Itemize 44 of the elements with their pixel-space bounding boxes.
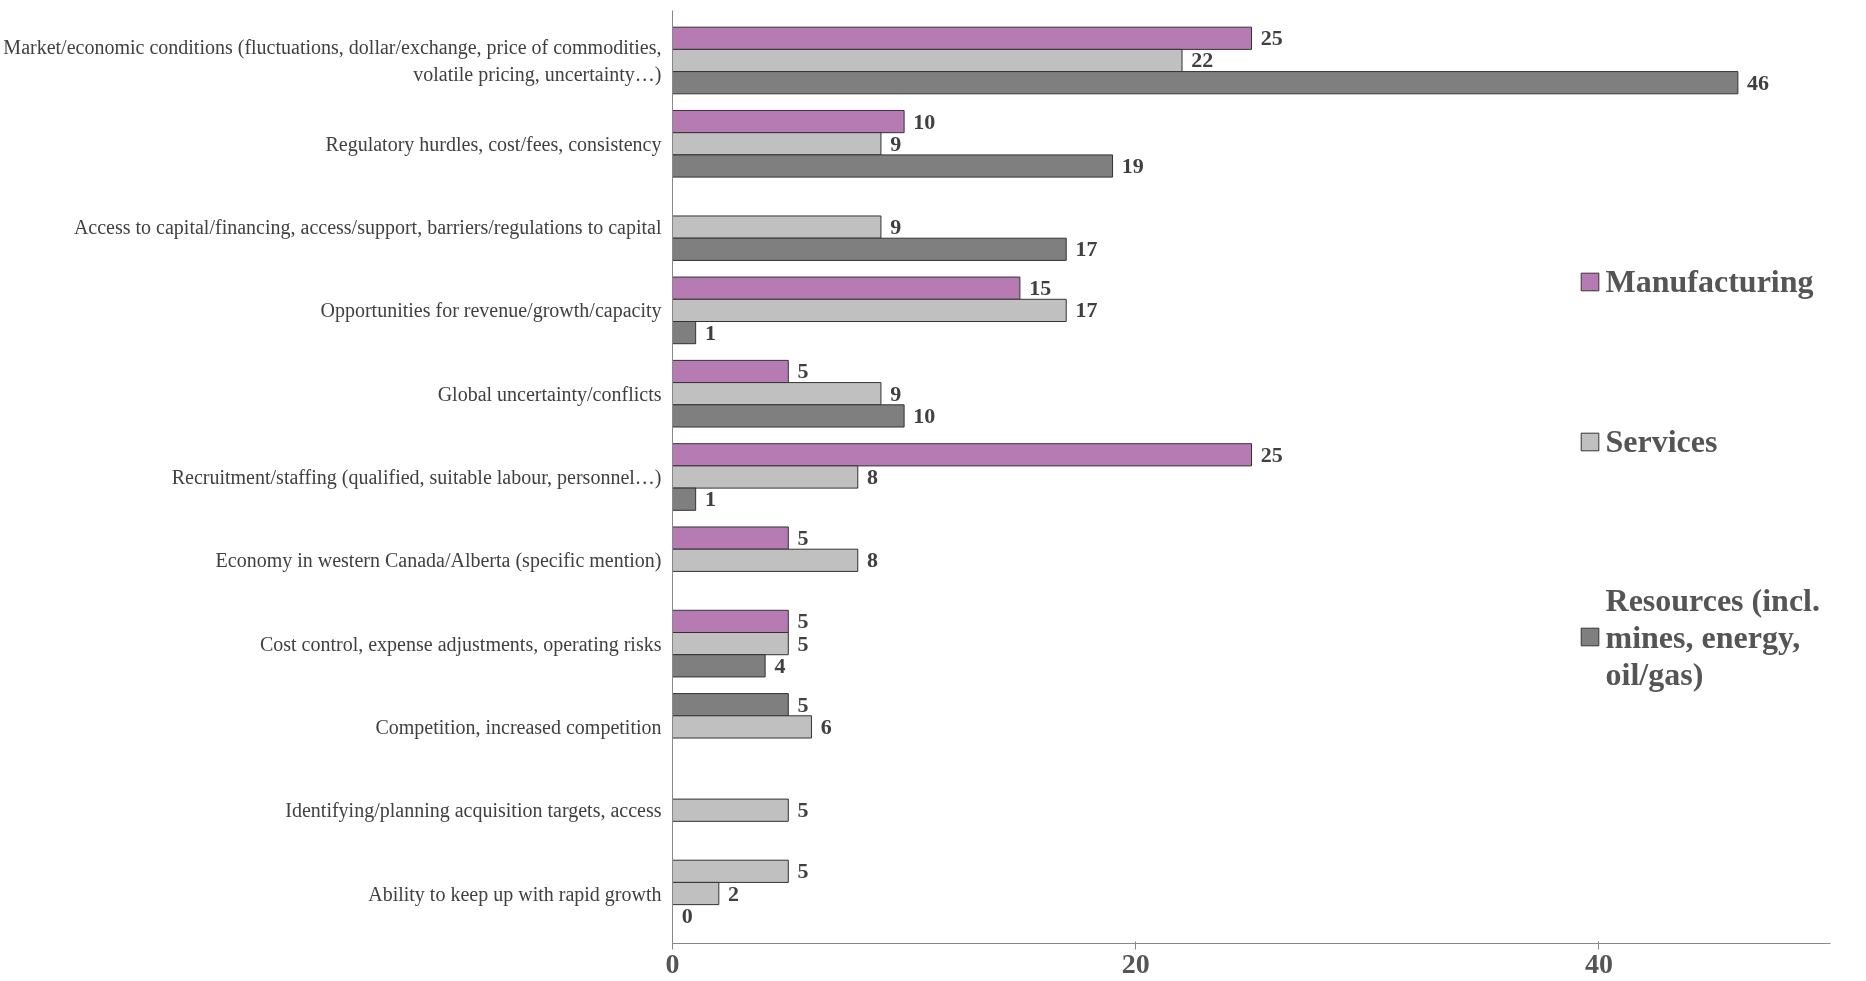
data-label: 10 — [913, 402, 936, 428]
data-label: 15 — [1029, 275, 1052, 301]
data-label: 2 — [728, 880, 740, 906]
data-label: 8 — [867, 464, 879, 489]
y-tick-label: Cost control, expense adjustments, operating risks — [259, 632, 662, 656]
data-label: 5 — [797, 691, 809, 717]
legend-label: Services — [1605, 421, 1718, 461]
data-label: 9 — [890, 130, 902, 156]
y-tick-label: Competition, increased competition — [375, 715, 662, 739]
data-label: 5 — [797, 797, 809, 823]
x-tick-label: 40 — [1584, 947, 1613, 979]
y-tick-label: Recruitment/staffing (qualified, suitable labour, personnel…) — [171, 466, 662, 489]
x-tick-label: 20 — [1121, 947, 1150, 979]
data-label: 17 — [1075, 297, 1098, 323]
data-label: 1 — [704, 319, 716, 345]
data-label: 22 — [1191, 47, 1214, 73]
data-label: 46 — [1747, 69, 1770, 95]
data-label: 4 — [774, 652, 786, 678]
y-tick-label: Regulatory hurdles, cost/fees, consistency — [325, 132, 662, 156]
data-label: 25 — [1260, 441, 1283, 467]
data-label: 5 — [797, 858, 809, 884]
data-label: 5 — [797, 525, 809, 551]
y-tick-label: Access to capital/financing, access/support, barriers/regulations to capital — [73, 216, 662, 240]
data-label: 1 — [704, 486, 716, 512]
data-label: 19 — [1121, 153, 1144, 178]
data-label: 5 — [797, 358, 809, 384]
y-tick-label: Market/economic conditions (fluctuations, dollar/exchange, price of commodities, volatile pricing, uncertainty…) — [3, 36, 662, 86]
data-label: 0 — [681, 902, 693, 928]
legend-label: Manufacturing — [1605, 261, 1814, 301]
data-label: 8 — [867, 547, 879, 573]
bar — [672, 798, 789, 822]
data-label: 17 — [1075, 236, 1098, 262]
x-tick-label: 0 — [665, 947, 680, 979]
y-tick-label: Economy in western Canada/Alberta (specific mention) — [215, 549, 662, 573]
y-tick-label: Global uncertainty/conflicts — [437, 382, 662, 406]
data-label: 9 — [890, 214, 902, 240]
y-tick-label: Ability to keep up with rapid growth — [368, 882, 662, 906]
data-label: 25 — [1260, 25, 1283, 51]
data-label: 6 — [820, 713, 832, 739]
data-label: 10 — [913, 108, 936, 134]
data-label: 9 — [890, 380, 902, 406]
y-tick-label: Identifying/planning acquisition targets, access — [285, 799, 662, 823]
legend-label: Resources (incl. mines, energy, oil/gas) — [1605, 581, 1820, 692]
y-tick-label: Opportunities for revenue/growth/capacity — [320, 299, 662, 323]
